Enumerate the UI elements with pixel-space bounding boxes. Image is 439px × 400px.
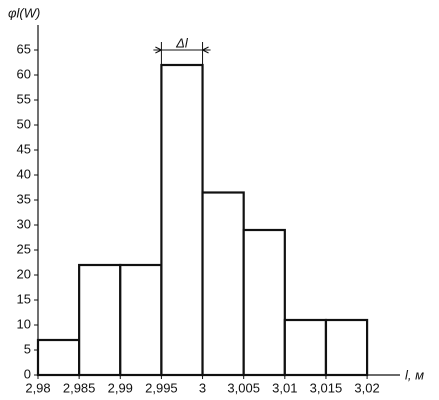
y-tick-label: 55 <box>17 91 31 106</box>
x-tick-label: 3,005 <box>227 380 260 395</box>
x-tick-label: 3,015 <box>310 380 343 395</box>
bar <box>201 191 245 377</box>
y-tick-label: 15 <box>17 291 31 306</box>
y-tick-label: 30 <box>17 216 31 231</box>
y-tick-label: 65 <box>17 41 31 56</box>
bar <box>119 263 163 377</box>
arrow <box>155 46 209 54</box>
y-tick-label: 35 <box>17 191 31 206</box>
y-tick-label: 40 <box>17 166 31 181</box>
x-tick-label: 3 <box>199 380 206 395</box>
x-tick-label: 3,02 <box>354 380 379 395</box>
y-tick-label: 45 <box>17 141 31 156</box>
y-axis-label: φl(W) <box>8 5 40 20</box>
x-tick-label: 2,995 <box>145 380 178 395</box>
x-tick-label: 2,98 <box>25 380 50 395</box>
bar <box>283 318 328 377</box>
x-tick-label: 3,01 <box>272 380 297 395</box>
y-tick-label: 60 <box>17 66 31 81</box>
y-tick-label: 5 <box>24 341 31 356</box>
x-tick-label: 2,985 <box>63 380 96 395</box>
y-tick-label: 50 <box>17 116 31 131</box>
annotation: Δl <box>175 35 189 50</box>
y-tick-label: 25 <box>17 241 31 256</box>
x-axis-label: l, м <box>405 367 424 382</box>
bar <box>36 338 81 377</box>
bar <box>242 228 286 377</box>
bar <box>324 318 369 377</box>
y-tick-label: 10 <box>17 316 31 331</box>
bar <box>160 63 204 377</box>
y-tick-label: 20 <box>17 266 31 281</box>
x-tick-label: 2,99 <box>108 380 133 395</box>
y-tick-label: 0 <box>24 366 31 381</box>
bar <box>78 263 122 377</box>
